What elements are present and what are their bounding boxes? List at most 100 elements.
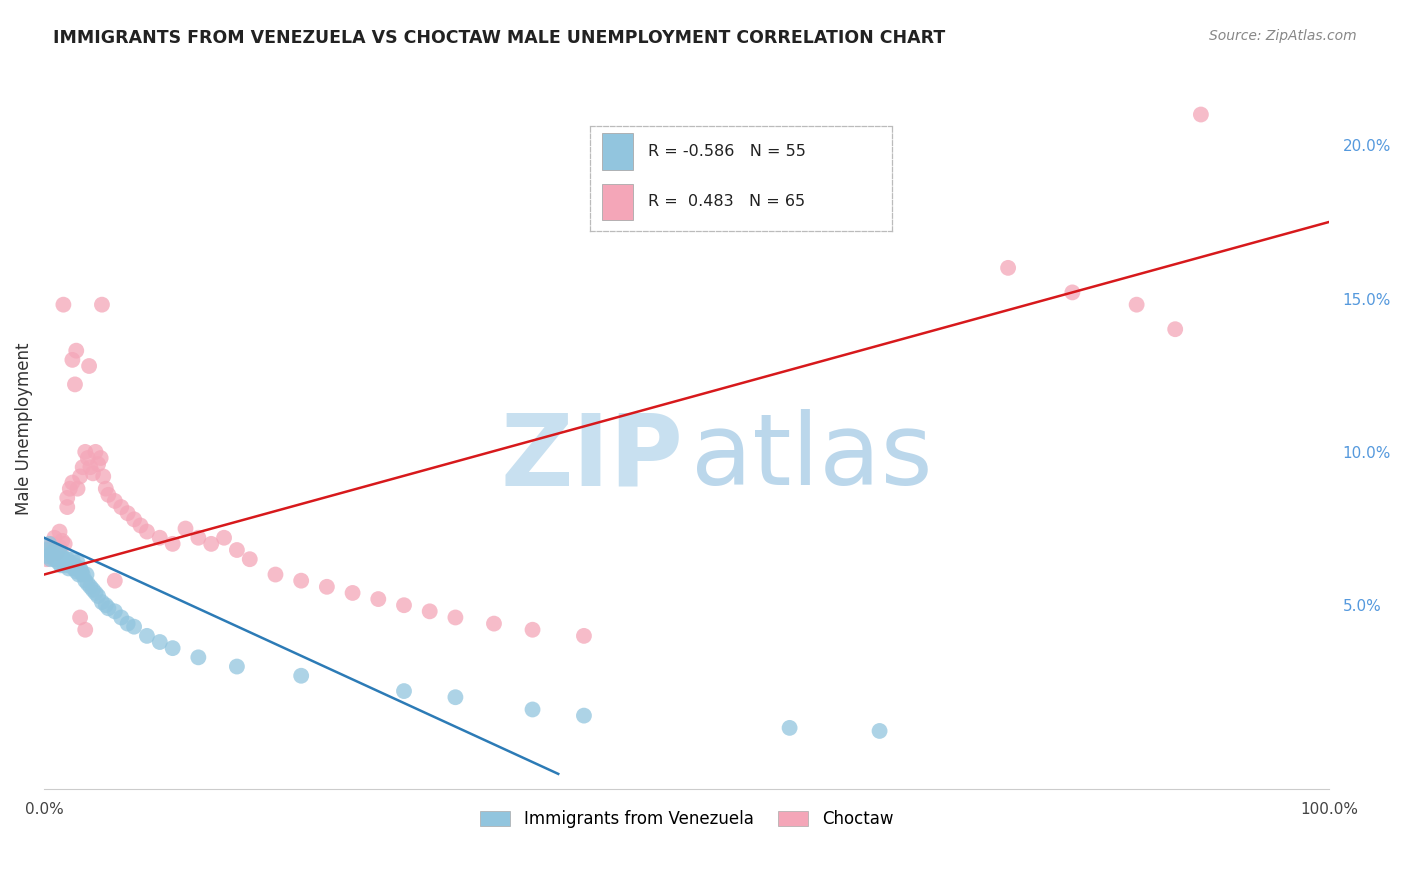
Point <box>97 488 120 502</box>
Point <box>239 552 262 566</box>
Point <box>117 506 139 520</box>
Point <box>122 512 145 526</box>
Point <box>60 558 83 573</box>
Point <box>97 601 120 615</box>
Point <box>51 533 73 548</box>
Point <box>174 522 197 536</box>
Point <box>90 450 112 465</box>
Point <box>482 616 505 631</box>
Point <box>264 567 287 582</box>
Point <box>75 445 97 459</box>
Point <box>87 457 110 471</box>
Point <box>75 623 97 637</box>
Point <box>1189 107 1212 121</box>
Point <box>104 604 127 618</box>
Point <box>48 540 70 554</box>
Point <box>53 558 76 573</box>
Point <box>37 549 59 563</box>
Point <box>65 565 87 579</box>
Point <box>52 552 75 566</box>
Point <box>69 469 91 483</box>
Point <box>51 549 73 563</box>
Point <box>44 531 66 545</box>
Y-axis label: Male Unemployment: Male Unemployment <box>15 343 32 515</box>
Point <box>315 580 337 594</box>
Point <box>55 555 77 569</box>
Point <box>38 543 60 558</box>
Point <box>149 635 172 649</box>
Point <box>290 669 312 683</box>
Point <box>79 580 101 594</box>
Text: atlas: atlas <box>690 409 932 506</box>
Text: IMMIGRANTS FROM VENEZUELA VS CHOCTAW MALE UNEMPLOYMENT CORRELATION CHART: IMMIGRANTS FROM VENEZUELA VS CHOCTAW MAL… <box>53 29 946 47</box>
Point <box>104 494 127 508</box>
Point <box>136 524 159 539</box>
Point <box>72 567 94 582</box>
Point <box>39 552 62 566</box>
Point <box>1125 298 1147 312</box>
Point <box>49 558 72 573</box>
Point <box>342 586 364 600</box>
Point <box>46 555 69 569</box>
Point <box>82 582 104 597</box>
Point <box>41 546 63 560</box>
Point <box>444 690 467 705</box>
Point <box>122 620 145 634</box>
Point <box>162 537 184 551</box>
Point <box>62 561 84 575</box>
Point <box>225 543 247 558</box>
Point <box>60 352 83 367</box>
Point <box>42 549 65 563</box>
Point <box>419 604 441 618</box>
Point <box>38 537 60 551</box>
Point <box>56 552 79 566</box>
Point <box>91 298 114 312</box>
Point <box>110 500 132 514</box>
Point <box>59 555 82 569</box>
Point <box>104 574 127 588</box>
Point <box>67 567 90 582</box>
Point <box>1062 285 1084 300</box>
Point <box>367 592 389 607</box>
Point <box>69 610 91 624</box>
Point <box>65 343 87 358</box>
Point <box>110 610 132 624</box>
Point <box>56 491 79 505</box>
Point <box>187 531 209 545</box>
Point <box>35 543 58 558</box>
Point <box>94 482 117 496</box>
Point <box>69 561 91 575</box>
Point <box>76 450 98 465</box>
Point <box>56 500 79 514</box>
Point <box>70 565 93 579</box>
Point <box>59 482 82 496</box>
Point <box>522 623 544 637</box>
Point <box>91 469 114 483</box>
Point <box>48 524 70 539</box>
Point <box>63 558 86 573</box>
Point <box>82 467 104 481</box>
Point <box>76 576 98 591</box>
Point <box>117 616 139 631</box>
Point <box>72 460 94 475</box>
Point <box>41 537 63 551</box>
Point <box>149 531 172 545</box>
Point <box>63 377 86 392</box>
Point <box>76 567 98 582</box>
Point <box>48 546 70 560</box>
Point <box>46 552 69 566</box>
Point <box>997 260 1019 275</box>
Text: ZIP: ZIP <box>501 409 683 506</box>
Point <box>91 595 114 609</box>
Point <box>77 359 100 373</box>
Point <box>46 546 69 560</box>
Point <box>136 629 159 643</box>
Point <box>162 641 184 656</box>
Point <box>290 574 312 588</box>
Point <box>392 684 415 698</box>
Point <box>779 721 801 735</box>
Point <box>225 659 247 673</box>
Point <box>129 518 152 533</box>
Text: Source: ZipAtlas.com: Source: ZipAtlas.com <box>1209 29 1357 44</box>
Point <box>84 445 107 459</box>
